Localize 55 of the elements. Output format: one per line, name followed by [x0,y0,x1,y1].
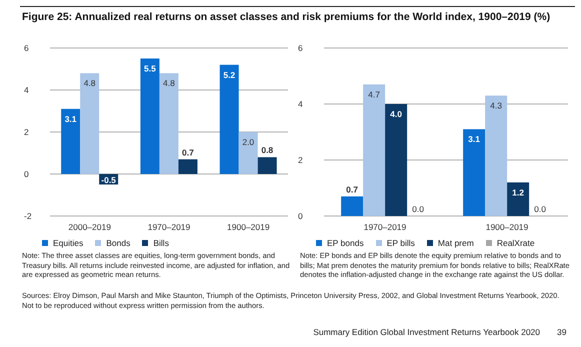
bar [80,73,100,174]
text: 2.0 [242,137,254,147]
legend-label: Equities [52,238,84,248]
text: 0.7 [182,147,194,158]
y-tick-label: 4 [298,99,303,110]
y-tick-label: 4 [24,85,29,96]
bar [220,64,239,174]
text: -0.5 [101,174,116,185]
text: 1.2 [512,187,524,198]
legend-label: EP bonds [326,238,364,248]
text: 0.8 [261,145,274,156]
y-tick-label: -2 [24,211,32,222]
text: 5.2 [223,70,236,80]
y-tick-label: 2 [298,155,303,166]
y-tick-label: 2 [24,127,29,138]
text: Summary Edition Global Investment Returns Yearbook 2020 [312,327,540,338]
text: 3.1 [64,114,77,124]
y-tick-label: 6 [24,43,29,54]
text: 4.8 [84,78,96,88]
bar [385,104,408,216]
text: 0.7 [346,184,358,194]
text: 39 [557,327,566,338]
chart-title: Figure 25: Annualized real returns on asset classes and risk premiums for the World index, 1900–2019 (%) [22,11,550,23]
legend-label: Bonds [105,238,130,248]
text: 0.0 [412,204,424,214]
bar [258,157,277,174]
bar [507,182,530,216]
legend-label: Mat prem [436,238,474,248]
text: 0.0 [534,204,546,214]
text: 4.0 [390,109,402,119]
legend-label: RealXrate [496,238,535,248]
x-tick-label: 1900–2019 [227,222,270,232]
x-tick-label: 1970–2019 [364,222,407,232]
text: 5.5 [144,64,156,74]
bar [178,159,198,174]
bar [485,96,508,216]
legend-label: Bills [152,238,169,248]
legend-label: EP bills [386,238,415,248]
bar [140,58,160,174]
x-tick-label: 2000–2019 [68,222,112,232]
y-tick-label: 0 [24,169,29,180]
bar [238,132,258,174]
text: 4.8 [163,78,175,88]
text: 4.3 [490,100,502,111]
x-tick-label: 1900–2019 [486,222,529,232]
x-tick-label: 1970–2019 [148,222,191,232]
y-tick-label: 6 [298,43,303,54]
bar [363,84,386,216]
y-tick-label: 0 [298,211,303,222]
text: 4.7 [368,89,380,100]
text: 3.1 [468,134,480,144]
bar [61,108,80,174]
bar [463,129,486,216]
bar [159,73,178,174]
bar [341,196,364,216]
